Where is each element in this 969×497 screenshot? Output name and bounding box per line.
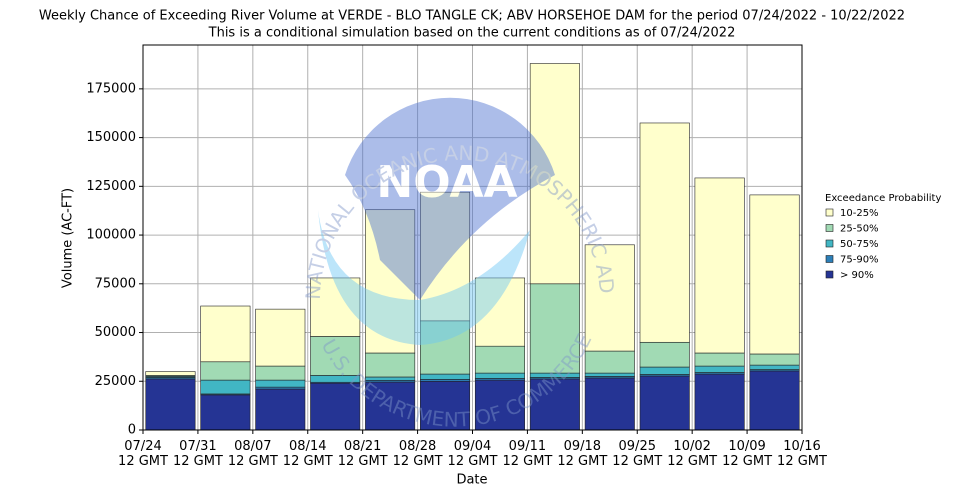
x-axis-label: Date [456,473,487,488]
x-tick-label: 10/16 12 GMT [777,439,827,469]
x-tick-label: 08/28 12 GMT [393,439,443,469]
bar-segment [474,379,525,431]
chart-subtitle: This is a conditional simulation based o… [208,26,736,41]
bar-segment [255,308,306,367]
x-tick-label: 08/21 12 GMT [338,439,388,469]
x-tick-label: 10/09 12 GMT [722,439,772,469]
legend-label: 10-25% [840,208,879,219]
bar-segment [420,191,471,322]
legend-title: Exceedance Probability [825,193,941,204]
bar-segment [200,394,251,431]
bar-segment [584,350,635,374]
bar-segment [584,372,635,377]
bar-segment [474,345,525,374]
legend-label: > 90% [840,270,874,281]
bar-segment [749,194,800,355]
bar-segment [420,380,471,431]
bar-segment [145,378,196,431]
bar-segment [310,277,361,337]
legend-swatch [825,208,834,217]
bar-segment [365,209,416,354]
y-tick-label: 50000 [95,325,136,340]
chart-title: Weekly Chance of Exceeding River Volume … [39,9,905,24]
y-tick-label: 100000 [86,228,136,243]
bar-segment [749,353,800,366]
watermark-logo [318,210,530,345]
x-tick-label: 09/25 12 GMT [612,439,662,469]
bar-segment [145,371,196,376]
y-tick-label: 175000 [86,81,136,96]
legend-swatch [825,239,834,248]
legend-swatch [825,270,834,279]
legend-label: 75-90% [840,255,879,266]
bar-segment [584,244,635,352]
legend-swatch [825,224,834,232]
bar-segment [694,352,745,367]
bar-segment [694,373,745,431]
bar-segment [420,320,471,375]
bar-segment [529,63,580,285]
y-tick-label: 75000 [95,276,136,291]
bar-segment [694,177,745,354]
bar-segment [200,305,251,363]
bar-segment [474,277,525,347]
x-tick-label: 10/02 12 GMT [667,439,717,469]
watermark-logo [345,97,555,300]
y-tick-label: 25000 [95,374,136,389]
bar-segment [474,372,525,379]
x-tick-label: 07/31 12 GMT [173,439,223,469]
legend-label: 25-50% [840,224,879,235]
x-tick-label: 09/04 12 GMT [448,439,498,469]
bar-segment [310,336,361,376]
bar-segment [639,122,690,343]
bar-segment [584,377,635,431]
bar-segment [749,370,800,431]
y-axis-label: Volume (AC-FT) [61,188,76,288]
bar-segment [420,373,471,380]
x-tick-label: 08/14 12 GMT [283,439,333,469]
y-tick-label: 0 [128,423,136,438]
bar-segment [694,365,745,373]
y-tick-label: 125000 [86,179,136,194]
x-tick-label: 08/07 12 GMT [228,439,278,469]
bar-segment [200,379,251,395]
watermark-logo-text: NOAA [376,157,517,208]
legend-swatch [825,255,834,263]
bar-segment [749,364,800,370]
y-tick-label: 150000 [86,130,136,145]
bar-segment [200,361,251,381]
bar-segment [255,365,306,381]
bar-segment [255,379,306,388]
bar-segment [365,352,416,378]
x-tick-label: 07/24 12 GMT [118,439,168,469]
bar-segment [639,341,690,368]
bar-segment [529,378,580,431]
bar-segment [639,366,690,375]
plot-frame [142,44,803,431]
x-tick-label: 09/11 12 GMT [502,439,552,469]
bar-segment [639,375,690,431]
legend-label: 50-75% [840,239,879,250]
bar-segment [529,283,580,374]
x-tick-label: 09/18 12 GMT [557,439,607,469]
bar-segment [255,388,306,431]
